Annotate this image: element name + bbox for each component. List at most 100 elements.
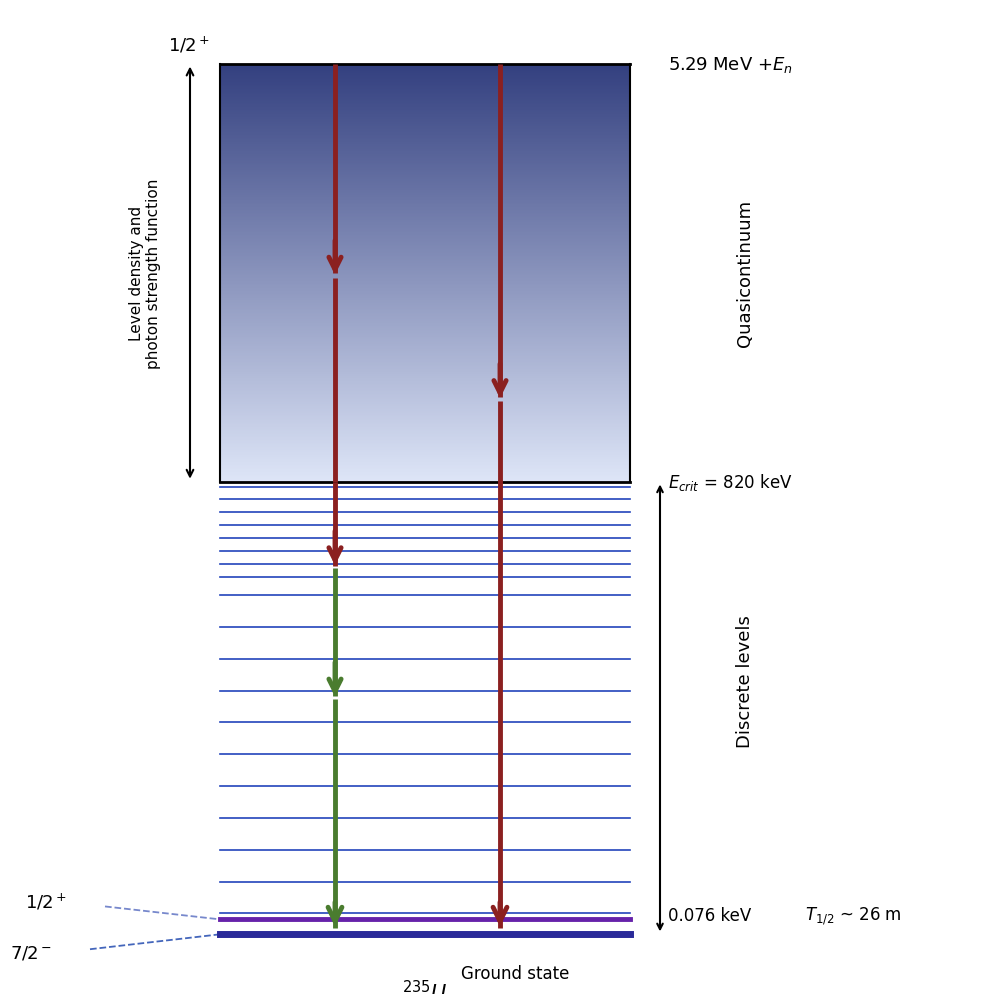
Bar <box>220 158 630 159</box>
Bar <box>220 242 630 243</box>
Bar <box>220 347 630 349</box>
Bar <box>220 378 630 379</box>
Bar <box>220 170 630 172</box>
Bar <box>220 248 630 249</box>
Text: 5.29 MeV +$E_n$: 5.29 MeV +$E_n$ <box>668 55 793 75</box>
Bar <box>220 200 630 201</box>
Bar <box>220 393 630 395</box>
Bar <box>220 474 630 475</box>
Bar <box>220 140 630 141</box>
Bar <box>220 311 630 312</box>
Bar <box>220 173 630 175</box>
Bar <box>220 197 630 198</box>
Bar <box>220 73 630 75</box>
Bar <box>220 400 630 402</box>
Bar <box>220 475 630 476</box>
Bar <box>220 279 630 280</box>
Bar <box>220 415 630 416</box>
Bar <box>220 437 630 439</box>
Bar <box>220 439 630 440</box>
Bar <box>220 410 630 412</box>
Bar <box>220 246 630 247</box>
Bar <box>220 418 630 419</box>
Bar <box>220 455 630 457</box>
Bar <box>220 476 630 478</box>
Bar <box>220 451 630 453</box>
Bar <box>220 414 630 415</box>
Bar <box>220 272 630 273</box>
Bar <box>220 426 630 427</box>
Bar <box>220 458 630 460</box>
Bar <box>220 141 630 142</box>
Bar <box>220 82 630 83</box>
Bar <box>220 105 630 106</box>
Bar <box>220 406 630 407</box>
Bar <box>220 145 630 147</box>
Bar <box>220 184 630 186</box>
Bar <box>220 130 630 131</box>
Bar <box>220 471 630 472</box>
Bar <box>220 180 630 182</box>
Bar <box>220 325 630 326</box>
Bar <box>220 316 630 318</box>
Bar <box>220 305 630 307</box>
Bar <box>220 472 630 474</box>
Bar <box>220 201 630 203</box>
Bar <box>220 399 630 400</box>
Bar <box>220 121 630 123</box>
Bar <box>220 183 630 184</box>
Bar <box>220 469 630 471</box>
Bar <box>220 371 630 372</box>
Bar <box>220 396 630 398</box>
Bar <box>220 147 630 148</box>
Text: Discrete levels: Discrete levels <box>736 614 754 747</box>
Bar <box>220 312 630 314</box>
Bar <box>220 84 630 85</box>
Bar <box>220 344 630 346</box>
Text: $E_{crit}$ = 820 keV: $E_{crit}$ = 820 keV <box>668 471 793 493</box>
Bar <box>220 286 630 287</box>
Bar <box>220 349 630 350</box>
Bar <box>220 126 630 127</box>
Bar <box>220 395 630 396</box>
Bar <box>220 402 630 403</box>
Bar <box>220 425 630 426</box>
Bar <box>220 194 630 196</box>
Bar <box>220 351 630 353</box>
Bar <box>220 467 630 468</box>
Bar <box>220 215 630 217</box>
Bar <box>220 149 630 151</box>
Bar <box>220 388 630 389</box>
Bar <box>220 95 630 96</box>
Bar <box>220 66 630 68</box>
Bar <box>220 457 630 458</box>
Bar <box>220 91 630 92</box>
Bar <box>220 332 630 333</box>
Bar <box>220 297 630 298</box>
Bar <box>220 460 630 461</box>
Bar <box>220 218 630 219</box>
Bar <box>220 76 630 78</box>
Bar <box>220 155 630 156</box>
Bar <box>220 356 630 357</box>
Bar <box>220 353 630 354</box>
Bar <box>220 450 630 451</box>
Bar <box>220 211 630 212</box>
Bar <box>220 204 630 205</box>
Bar <box>220 432 630 433</box>
Bar <box>220 301 630 302</box>
Bar <box>220 128 630 130</box>
Bar <box>220 293 630 294</box>
Text: 0.076 keV: 0.076 keV <box>668 907 751 924</box>
Bar <box>220 444 630 446</box>
Bar <box>220 384 630 385</box>
Bar <box>220 226 630 228</box>
Bar <box>220 422 630 423</box>
Bar <box>220 102 630 103</box>
Bar <box>220 225 630 226</box>
Bar <box>220 340 630 342</box>
Bar <box>220 374 630 375</box>
Bar <box>220 321 630 322</box>
Bar <box>220 109 630 110</box>
Bar <box>220 156 630 158</box>
